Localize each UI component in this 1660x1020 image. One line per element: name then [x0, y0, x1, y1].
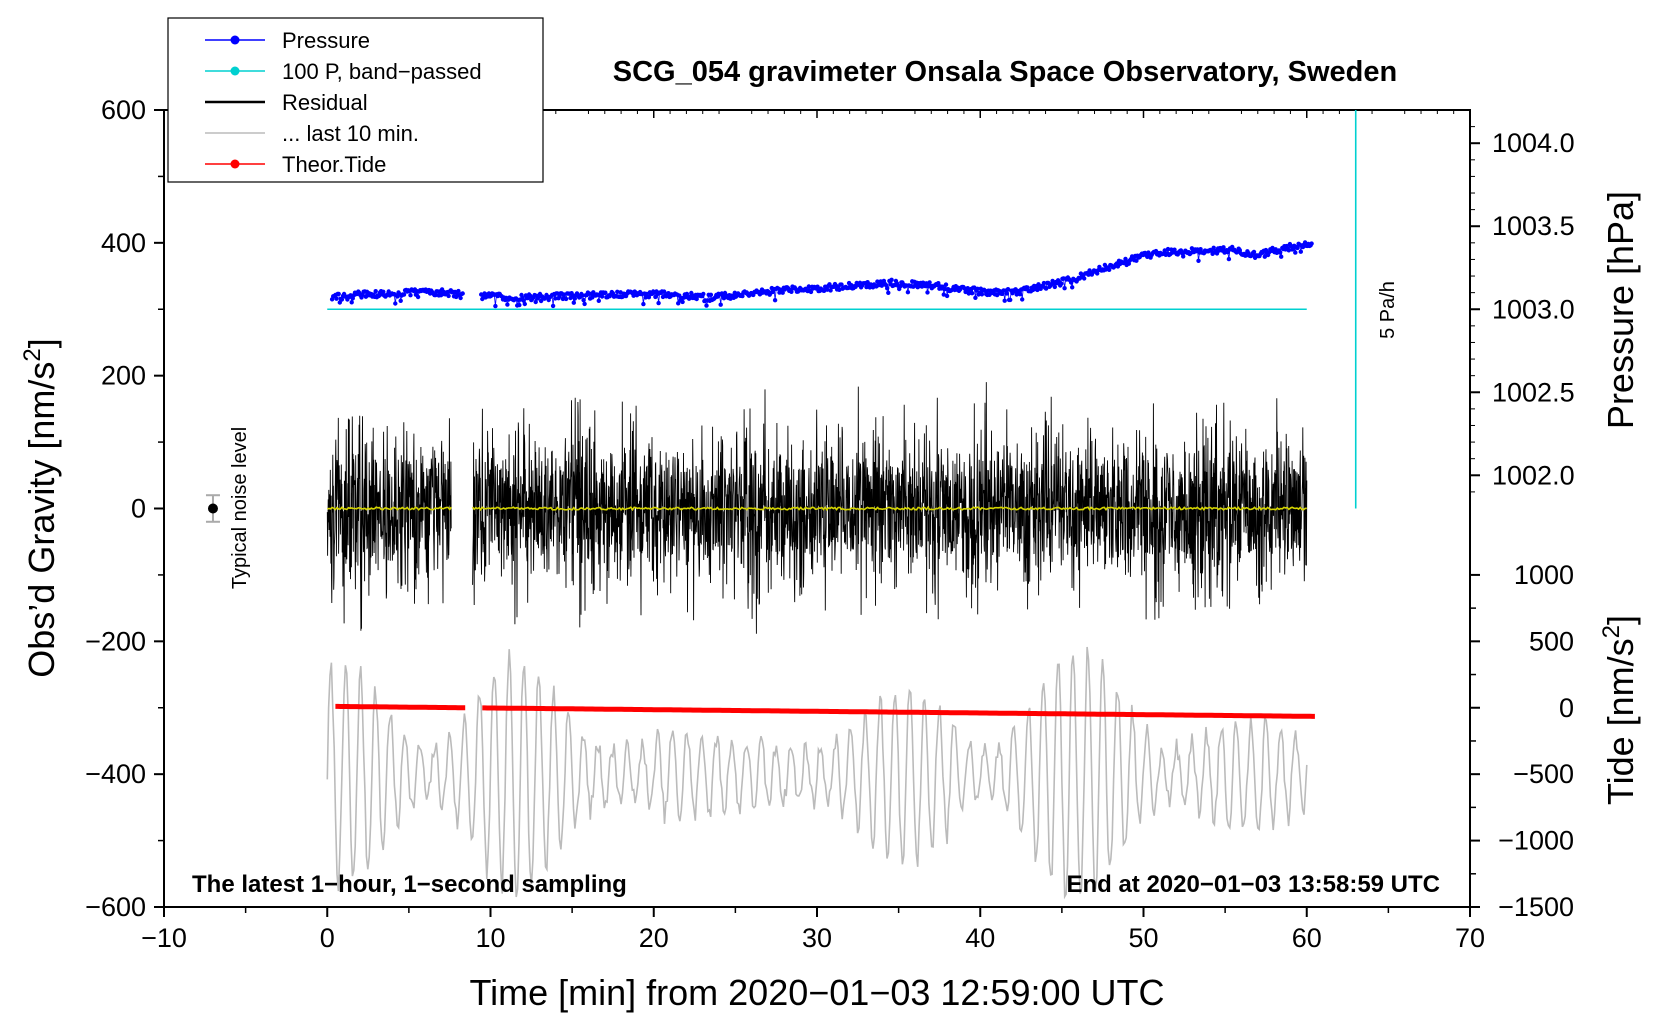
- theoretical-tide-series: [335, 703, 1315, 719]
- x-tick-label: 30: [802, 923, 832, 953]
- series-layer: [326, 240, 1315, 900]
- x-tick-label: −10: [141, 923, 187, 953]
- y-axis-title-pressure: Pressure [hPa]: [1600, 191, 1641, 429]
- pressure-series: [329, 240, 1314, 309]
- x-tick-label: 50: [1128, 923, 1158, 953]
- x-tick-label: 20: [639, 923, 669, 953]
- y-tick-label: 0: [131, 494, 146, 524]
- pressure-tick-label: 1003.5: [1492, 211, 1575, 241]
- noise-marker: [207, 503, 218, 514]
- right-note: End at 2020−01−03 13:58:59 UTC: [1066, 871, 1440, 898]
- legend-marker: [230, 35, 240, 45]
- legend-label: ... last 10 min.: [282, 121, 419, 146]
- y-tick-label: 400: [101, 228, 146, 258]
- y-tick-label: −400: [85, 759, 146, 789]
- y-tick-label: −600: [85, 892, 146, 922]
- x-axis-title: Time [min] from 2020−01−03 12:59:00 UTC: [469, 972, 1164, 1013]
- residual-series: [326, 382, 1308, 634]
- tide-tick-label: 500: [1529, 626, 1574, 656]
- pressure-tick-label: 1003.0: [1492, 294, 1575, 324]
- y-axis-title-left-sup: 2: [19, 348, 46, 361]
- y-axis-title-tide-main: Tide [nm/s: [1600, 638, 1641, 805]
- tide-tick-label: −1500: [1498, 892, 1574, 922]
- tide-tick-label: −500: [1513, 759, 1574, 789]
- y-axis-title-left-main: Obs’d Gravity [nm/s: [21, 362, 62, 678]
- axes: −10 0 10 20 30 40 50 60 70 −600 −400 −200 0 200 400 600…: [85, 95, 1574, 953]
- legend-label: Residual: [282, 90, 368, 115]
- y-axis-title-tide-sup: 2: [1598, 625, 1625, 638]
- pressure-rate-label: 5 Pa/h: [1377, 281, 1399, 339]
- legend-label: Pressure: [282, 28, 370, 53]
- x-tick-label: 60: [1292, 923, 1322, 953]
- last-10-min-series: [326, 646, 1308, 900]
- residual-mean-line: [327, 505, 1307, 512]
- chart-title: SCG_054 gravimeter Onsala Space Observat…: [613, 56, 1397, 88]
- y-tick-label: 200: [101, 361, 146, 391]
- y-axis-title-left: Obs’d Gravity [nm/s2]: [19, 338, 62, 677]
- pressure-line: [331, 241, 1312, 307]
- x-tick-label: 10: [475, 923, 505, 953]
- x-tick-label: 70: [1455, 923, 1485, 953]
- y-axis-title-tide-end: ]: [1600, 615, 1641, 625]
- legend-label: 100 P, band−passed: [282, 59, 482, 84]
- left-note: The latest 1−hour, 1−second sampling: [192, 871, 627, 898]
- y-tick-label: 600: [101, 95, 146, 125]
- x-tick-label: 0: [320, 923, 335, 953]
- pressure-tick-label: 1002.5: [1492, 377, 1575, 407]
- tide-tick-label: 0: [1559, 693, 1574, 723]
- pressure-rate-indicator: 5 Pa/h: [1354, 110, 1399, 509]
- y-axis-title-left-end: ]: [21, 338, 62, 348]
- tide-tick-label: −1000: [1498, 826, 1574, 856]
- pressure-tick-label: 1002.0: [1492, 460, 1575, 490]
- noise-level-indicator: Typical noise level: [205, 427, 251, 589]
- y-axis-title-tide: Tide [nm/s2]: [1598, 615, 1641, 805]
- tide-tick-label: 1000: [1514, 560, 1574, 590]
- legend-marker: [230, 66, 240, 76]
- y-tick-label: −200: [85, 626, 146, 656]
- x-tick-label: 40: [965, 923, 995, 953]
- legend-label: Theor.Tide: [282, 152, 386, 177]
- legend: Pressure 100 P, band−passed Residual ... la…: [167, 17, 544, 183]
- noise-level-label: Typical noise level: [229, 427, 251, 589]
- legend-marker: [230, 159, 240, 169]
- pressure-tick-label: 1004.0: [1492, 128, 1575, 158]
